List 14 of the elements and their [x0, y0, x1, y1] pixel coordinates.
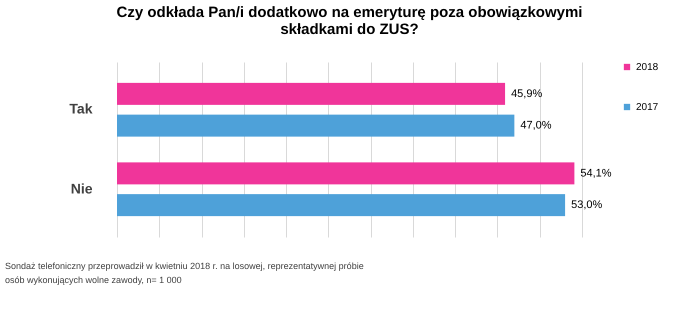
- data-label: 47,0%: [520, 120, 552, 132]
- legend-label: 2017: [636, 102, 659, 113]
- y-tick-label: Nie: [70, 180, 93, 196]
- legend-label: 2018: [636, 62, 659, 73]
- bar: [117, 162, 574, 184]
- y-tick-label: Tak: [69, 100, 93, 117]
- data-label: 45,9%: [511, 88, 542, 100]
- bar: [117, 82, 506, 105]
- text: Sondaż telefoniczny przeprowadził w kwietniu 2018 r. na losowej, reprezentatywnej próbie osób wykonujących wolne zawody, n= 1 000: [5, 261, 364, 285]
- data-label: 54,1%: [580, 167, 612, 180]
- data-label: 53,0%: [571, 199, 602, 212]
- bar: [117, 194, 566, 216]
- bar: [117, 114, 514, 137]
- chart-title: Czy odkłada Pan/i dodatkowo na emeryturę poza obowiązkowymi składkami do ZUS?: [116, 4, 582, 38]
